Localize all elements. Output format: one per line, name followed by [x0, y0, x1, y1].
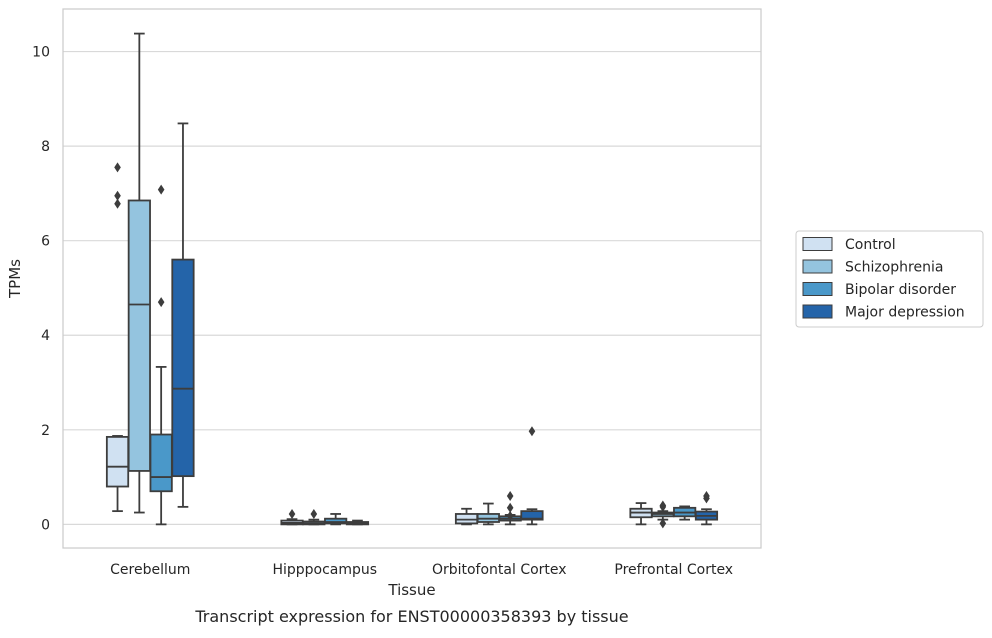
legend: Control Schizophrenia Bipolar disorder Majo… — [795, 230, 984, 328]
x-tick-label: Orbitofontal Cortex — [432, 562, 567, 578]
legend-label: Bipolar disorder — [845, 282, 956, 298]
y-tick-label: 4 — [41, 328, 50, 344]
tick-layer: 0 2 4 6 8 10 Cerebellum Hipppocampus Orbitofonta… — [32, 45, 733, 578]
box — [171, 258, 195, 478]
outlier-point — [288, 508, 296, 519]
x-tick-label: Hipppocampus — [272, 562, 377, 578]
outlier-point — [506, 510, 514, 521]
box — [454, 513, 479, 525]
legend-label: Major depression — [845, 305, 965, 321]
outlier-point — [310, 508, 318, 519]
outlier-point — [659, 500, 667, 511]
legend-swatch — [802, 282, 833, 296]
outlier-point — [114, 198, 121, 209]
box — [520, 510, 544, 521]
legend-label: Schizophrenia — [845, 260, 943, 276]
y-tick-label: 10 — [32, 45, 50, 61]
y-tick-label: 6 — [41, 234, 50, 250]
outlier-point — [157, 184, 165, 195]
box — [149, 433, 173, 493]
legend-label: Control — [845, 237, 896, 253]
plot-frame — [62, 8, 762, 549]
x-tick-label: Cerebellum — [110, 562, 190, 578]
y-tick-label: 2 — [41, 423, 50, 439]
y-tick-label: 0 — [41, 517, 50, 533]
legend-frame — [795, 230, 984, 328]
box — [105, 435, 130, 488]
outlier-point — [659, 518, 667, 529]
x-tick-label: Prefrontal Cortex — [614, 562, 733, 578]
box — [127, 199, 151, 472]
y-axis-label: TPMs — [6, 259, 24, 299]
legend-swatch — [802, 304, 833, 319]
y-tick-label: 8 — [41, 139, 50, 155]
box — [324, 517, 348, 525]
outlier-point — [703, 490, 710, 501]
box-layer — [105, 32, 719, 529]
outlier-point — [506, 502, 514, 513]
outlier-point — [114, 162, 121, 173]
legend-swatch — [802, 259, 833, 274]
outlier-point — [157, 297, 165, 308]
outlier-point — [114, 190, 121, 201]
outlier-point — [528, 426, 536, 437]
chart-title: Transcript expression for ENST0000035839… — [194, 607, 628, 626]
legend-swatch — [802, 237, 833, 251]
outlier-point — [506, 490, 514, 501]
x-axis-label: Tissue — [387, 581, 435, 599]
